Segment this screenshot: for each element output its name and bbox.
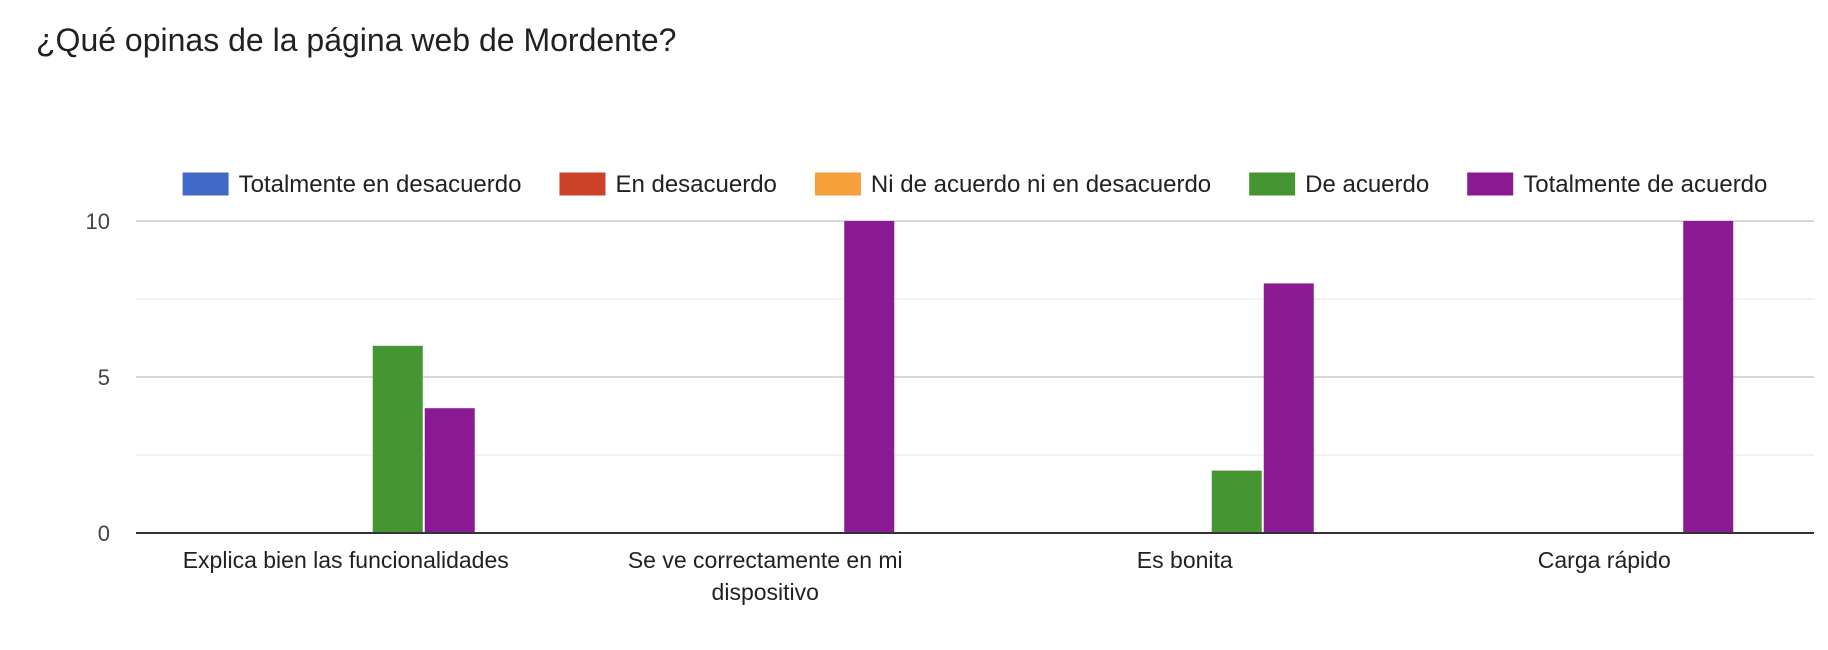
- legend-label: Totalmente de acuerdo: [1523, 171, 1767, 198]
- legend-label: De acuerdo: [1305, 171, 1429, 198]
- x-category-label: Se ve correctamente en mi: [628, 547, 903, 573]
- x-category-label: Explica bien las funcionalidades: [183, 547, 509, 573]
- legend-swatch: [1467, 172, 1514, 196]
- legend-swatch: [182, 172, 229, 196]
- legend-swatch: [559, 172, 606, 196]
- bar: [844, 221, 895, 533]
- x-category-label: Es bonita: [1137, 547, 1233, 573]
- bar: [424, 408, 475, 533]
- y-tick-label: 0: [98, 521, 110, 546]
- legend-label: Totalmente en desacuerdo: [239, 171, 522, 198]
- legend-swatch: [1249, 172, 1296, 196]
- bar: [1263, 283, 1314, 533]
- y-tick-label: 10: [86, 209, 110, 234]
- legend-label: Ni de acuerdo ni en desacuerdo: [871, 171, 1211, 198]
- bar: [372, 345, 423, 533]
- bar: [1683, 221, 1734, 533]
- x-category-label: Carga rápido: [1538, 547, 1671, 573]
- y-tick-label: 5: [98, 365, 110, 390]
- x-category-label: dispositivo: [712, 579, 819, 605]
- legend-swatch: [814, 172, 861, 196]
- chart-title: ¿Qué opinas de la página web de Mordente…: [36, 22, 677, 58]
- bar: [1211, 470, 1262, 533]
- legend-label: En desacuerdo: [615, 171, 776, 198]
